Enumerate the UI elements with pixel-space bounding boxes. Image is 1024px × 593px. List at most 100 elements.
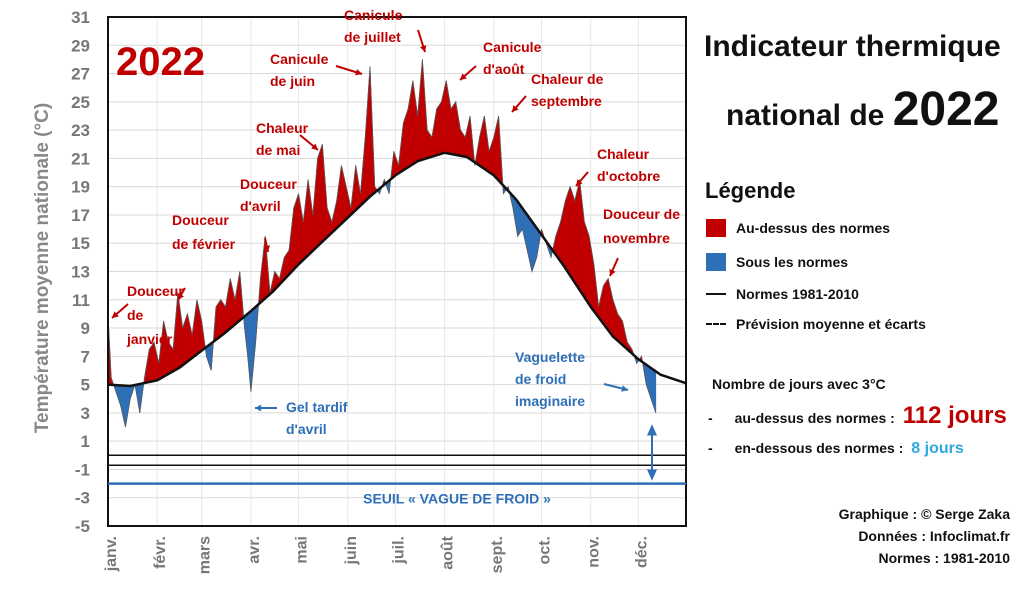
legend-title: Légende bbox=[705, 178, 796, 203]
legend-line-norm bbox=[706, 293, 726, 295]
annotation-arrowhead bbox=[263, 245, 270, 252]
legend-line-forecast bbox=[706, 323, 726, 325]
stats-above-value: 112 jours bbox=[902, 402, 1007, 429]
y-tick-label: 13 bbox=[71, 263, 90, 282]
y-tick-label: 21 bbox=[71, 149, 90, 168]
legend-label-norm: Normes 1981-2010 bbox=[736, 286, 859, 302]
x-tick-label: juin bbox=[343, 536, 360, 565]
annotation-arrowhead bbox=[460, 73, 467, 80]
plot-border bbox=[107, 16, 687, 527]
legend-item-norm: Normes 1981-2010 bbox=[706, 282, 926, 306]
annotation-text: Douceur de bbox=[603, 206, 680, 222]
annotation-text: Canicule bbox=[270, 51, 329, 67]
x-tick-label: sept. bbox=[489, 536, 506, 573]
annotation-text: de juin bbox=[270, 73, 315, 89]
annotation-text: de février bbox=[172, 236, 236, 252]
stats-below: - en-dessous des normes : 8 jours bbox=[708, 440, 964, 458]
stats-below-value: 8 jours bbox=[911, 440, 964, 457]
credits: Graphique : © Serge Zaka Données : Infoc… bbox=[839, 506, 1010, 566]
annotation-text: septembre bbox=[531, 93, 602, 109]
threshold-label: SEUIL « VAGUE DE FROID » bbox=[363, 491, 551, 507]
credit-graphic: Graphique : © Serge Zaka bbox=[838, 506, 1010, 522]
annotation-arrowhead bbox=[609, 269, 616, 276]
credit-norms: Normes : 1981-2010 bbox=[878, 550, 1010, 566]
norm-line bbox=[107, 151, 687, 388]
annotation-text: d'avril bbox=[240, 198, 281, 214]
y-tick-label: 9 bbox=[81, 319, 90, 338]
annotation-text: Chaleur bbox=[597, 146, 650, 162]
cold-threshold: SEUIL « VAGUE DE FROID » bbox=[108, 424, 686, 507]
title-line-2: national de 2022 bbox=[726, 82, 999, 137]
annotation-text: d'août bbox=[483, 61, 525, 77]
y-tick-label: 23 bbox=[71, 121, 90, 140]
y-tick-label: 11 bbox=[72, 291, 90, 310]
x-tick-label: déc. bbox=[633, 536, 650, 568]
y-tick-label: -3 bbox=[75, 489, 90, 508]
annotation-arrowhead bbox=[112, 311, 119, 318]
annotation-arrowhead bbox=[512, 105, 519, 112]
annotation-text: Chaleur bbox=[256, 120, 309, 136]
legend-label-forecast: Prévision moyenne et écarts bbox=[736, 316, 926, 332]
x-tick-label: janv. bbox=[103, 536, 120, 572]
y-tick-label: 19 bbox=[71, 178, 90, 197]
annotation-arrowhead bbox=[255, 404, 262, 412]
legend-item-below: Sous les normes bbox=[706, 250, 926, 274]
annotation-text: Canicule bbox=[344, 7, 403, 23]
anomaly-area-below bbox=[653, 369, 657, 413]
x-tick-label: mai bbox=[294, 536, 311, 564]
annotation-arrowhead bbox=[178, 293, 184, 300]
x-tick-label: oct. bbox=[537, 536, 554, 564]
x-tick-label: févr. bbox=[152, 536, 169, 569]
stats-above: - au-dessus des normes : 112 jours bbox=[708, 402, 1007, 430]
gap-arrow-head-down bbox=[647, 469, 657, 481]
y-tick-label: 5 bbox=[81, 376, 90, 395]
stats-above-label: au-dessus des normes : bbox=[734, 410, 895, 426]
y-axis-label: Température moyenne nationale (°C) bbox=[32, 103, 53, 433]
gap-arrow-head-up bbox=[647, 424, 657, 436]
title-line-1: Indicateur thermique bbox=[704, 30, 1001, 63]
annotation-text: d'octobre bbox=[597, 168, 660, 184]
annotation-text: Douceur bbox=[172, 212, 229, 228]
annotation-text: Douceur bbox=[127, 283, 184, 299]
annotation-text: novembre bbox=[603, 230, 670, 246]
y-tick-label: 25 bbox=[71, 93, 90, 112]
chart-year-label: 2022 bbox=[116, 40, 205, 84]
credit-data: Données : Infoclimat.fr bbox=[858, 528, 1010, 544]
norm-line-path bbox=[107, 151, 687, 388]
annotation-text: Vaguelette bbox=[515, 349, 585, 365]
x-tick-label: août bbox=[440, 535, 457, 569]
y-tick-label: 17 bbox=[71, 206, 90, 225]
legend-item-forecast: Prévision moyenne et écarts bbox=[706, 312, 926, 336]
observed-line bbox=[107, 59, 657, 428]
stats-heading: Nombre de jours avec 3°C bbox=[712, 376, 886, 392]
annotation-arrowhead bbox=[621, 385, 628, 392]
y-tick-label: -5 bbox=[75, 517, 90, 536]
annotation-arrowhead bbox=[311, 143, 318, 150]
annotation-text: de mai bbox=[256, 142, 300, 158]
annotation-text: Douceur bbox=[240, 176, 297, 192]
annotations: Douceur de janvier Douceur de février Douceur… bbox=[111, 7, 680, 437]
title-prefix: national de bbox=[726, 99, 885, 132]
annotation-text: de bbox=[127, 307, 144, 323]
title-year: 2022 bbox=[892, 83, 1000, 136]
annotation-text: de juillet bbox=[344, 29, 401, 45]
stats-below-label: en-dessous des normes : bbox=[734, 440, 904, 456]
annotation-text: d'avril bbox=[286, 421, 327, 437]
x-tick-label: avr. bbox=[246, 536, 263, 564]
annotation-text: Gel tardif bbox=[286, 399, 348, 415]
y-tick-label: 15 bbox=[71, 234, 90, 253]
legend-swatch-above bbox=[706, 219, 726, 237]
x-tick-label: juil. bbox=[390, 536, 407, 565]
annotation-arrowhead bbox=[419, 45, 427, 52]
annotation-text: de froid bbox=[515, 371, 566, 387]
legend-label-below: Sous les normes bbox=[736, 254, 849, 270]
y-tick-label: -1 bbox=[75, 460, 90, 479]
y-tick-label: 3 bbox=[81, 404, 90, 423]
legend-item-above: Au-dessus des normes bbox=[706, 216, 926, 240]
y-tick-label: 27 bbox=[71, 65, 90, 84]
annotation-text: janvier bbox=[126, 331, 173, 347]
y-tick-label: 31 bbox=[71, 8, 90, 27]
annotation-arrowhead bbox=[576, 179, 583, 186]
